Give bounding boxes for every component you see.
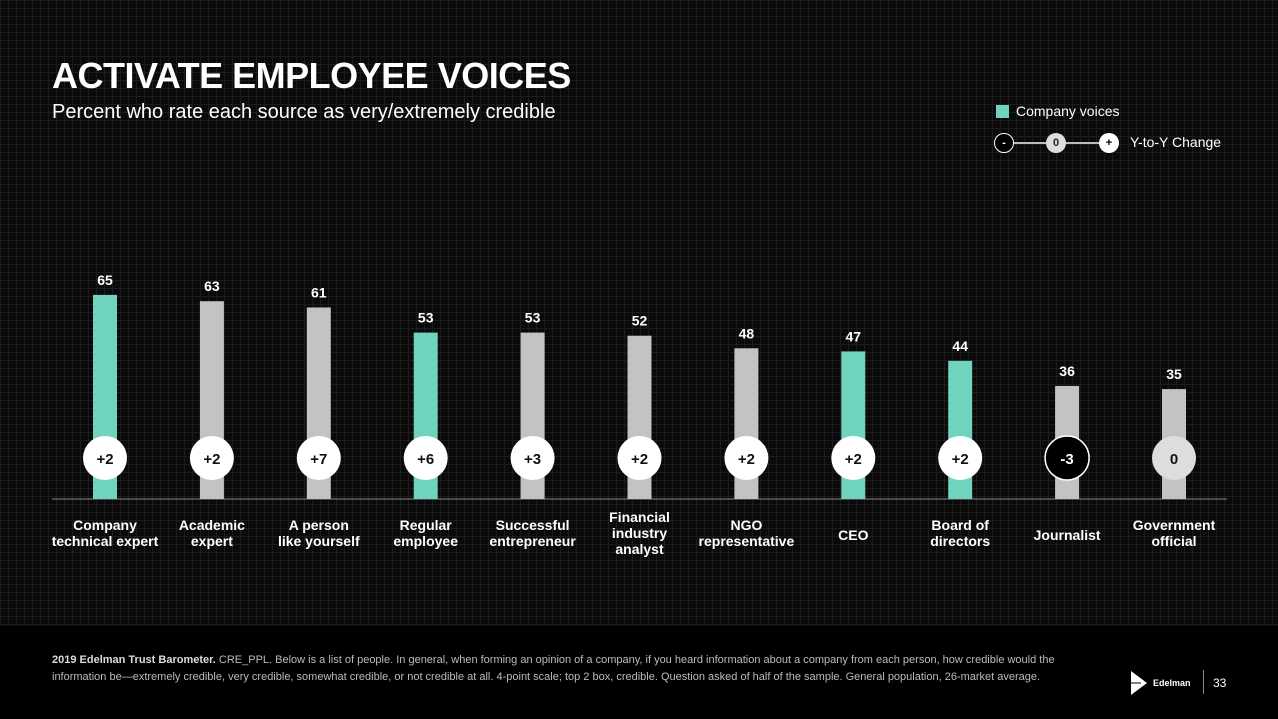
change-label: +2 bbox=[845, 451, 862, 468]
category-label: representative bbox=[699, 533, 795, 549]
category-label: Journalist bbox=[1034, 527, 1101, 543]
category-label: Successful bbox=[496, 517, 570, 533]
category-label: industry bbox=[612, 525, 667, 541]
change-label: +3 bbox=[524, 451, 541, 468]
divider bbox=[1203, 670, 1204, 694]
legend-company-voices: Company voices bbox=[996, 103, 1120, 119]
value-label: 35 bbox=[1166, 366, 1182, 382]
company-swatch bbox=[996, 104, 1009, 118]
footer bbox=[0, 626, 1278, 719]
change-marker bbox=[510, 436, 555, 480]
category-label: A person bbox=[289, 517, 349, 533]
change-marker bbox=[296, 436, 341, 480]
value-label: 63 bbox=[204, 278, 220, 294]
category-label: like yourself bbox=[278, 533, 360, 549]
category-label: official bbox=[1151, 533, 1196, 549]
category-label: entrepreneur bbox=[489, 533, 576, 549]
value-label: 61 bbox=[311, 284, 327, 300]
category-label: NGO bbox=[730, 517, 762, 533]
category-label: Company bbox=[73, 517, 137, 533]
change-marker bbox=[189, 436, 234, 480]
footnote-source: 2019 Edelman Trust Barometer. bbox=[52, 654, 216, 666]
category-label: directors bbox=[930, 533, 990, 549]
edelman-logo: Edelman bbox=[1127, 671, 1191, 695]
value-label: 48 bbox=[739, 325, 755, 341]
category-label: Board of bbox=[931, 517, 989, 533]
legend-change: - 0 + Y-to-Y Change bbox=[994, 132, 1234, 154]
change-label: -3 bbox=[1060, 451, 1073, 468]
value-label: 47 bbox=[846, 328, 862, 344]
plus-marker: + bbox=[1099, 133, 1119, 153]
change-marker bbox=[831, 436, 876, 480]
category-label: analyst bbox=[615, 541, 664, 557]
legend-change-label: Y-to-Y Change bbox=[1130, 134, 1222, 150]
value-label: 52 bbox=[632, 313, 648, 329]
page-number: 33 bbox=[1213, 676, 1227, 690]
logo-text: Edelman bbox=[1153, 678, 1191, 688]
category-label: technical expert bbox=[52, 533, 159, 549]
value-label: 44 bbox=[952, 338, 968, 354]
value-label: 65 bbox=[97, 272, 113, 288]
page-title: ACTIVATE EMPLOYEE VOICES bbox=[52, 55, 571, 96]
legend-label: Company voices bbox=[1016, 103, 1120, 119]
change-marker bbox=[724, 436, 769, 480]
value-label: 36 bbox=[1059, 363, 1075, 379]
category-label: employee bbox=[393, 533, 458, 549]
footnote-text: CRE_PPL. Below is a list of people. In g… bbox=[52, 654, 1055, 683]
change-label: +6 bbox=[417, 451, 434, 468]
change-marker bbox=[938, 436, 983, 480]
change-marker bbox=[1044, 435, 1090, 481]
category-label: Government bbox=[1133, 517, 1216, 533]
footnote: 2019 Edelman Trust Barometer. CRE_PPL. B… bbox=[52, 652, 1082, 686]
change-label: +2 bbox=[952, 451, 969, 468]
change-label: +2 bbox=[631, 451, 648, 468]
change-marker bbox=[617, 436, 662, 480]
logo-icon bbox=[1127, 671, 1147, 695]
change-label: +2 bbox=[96, 451, 113, 468]
change-label: +7 bbox=[310, 451, 327, 468]
value-label: 53 bbox=[418, 310, 434, 326]
page-subtitle: Percent who rate each source as very/ext… bbox=[52, 101, 556, 123]
change-marker bbox=[83, 436, 127, 480]
change-label: +2 bbox=[203, 451, 220, 468]
category-label: CEO bbox=[838, 527, 868, 543]
change-label: 0 bbox=[1170, 451, 1178, 468]
change-marker bbox=[1152, 436, 1196, 480]
change-label: +2 bbox=[738, 451, 755, 468]
change-marker bbox=[403, 436, 448, 480]
zero-marker: 0 bbox=[1046, 133, 1066, 153]
category-label: Academic bbox=[179, 517, 245, 533]
category-label: Financial bbox=[609, 509, 670, 525]
category-label: expert bbox=[191, 533, 233, 549]
category-label: Regular bbox=[400, 517, 453, 533]
minus-marker: - bbox=[994, 133, 1014, 153]
value-label: 53 bbox=[525, 310, 541, 326]
